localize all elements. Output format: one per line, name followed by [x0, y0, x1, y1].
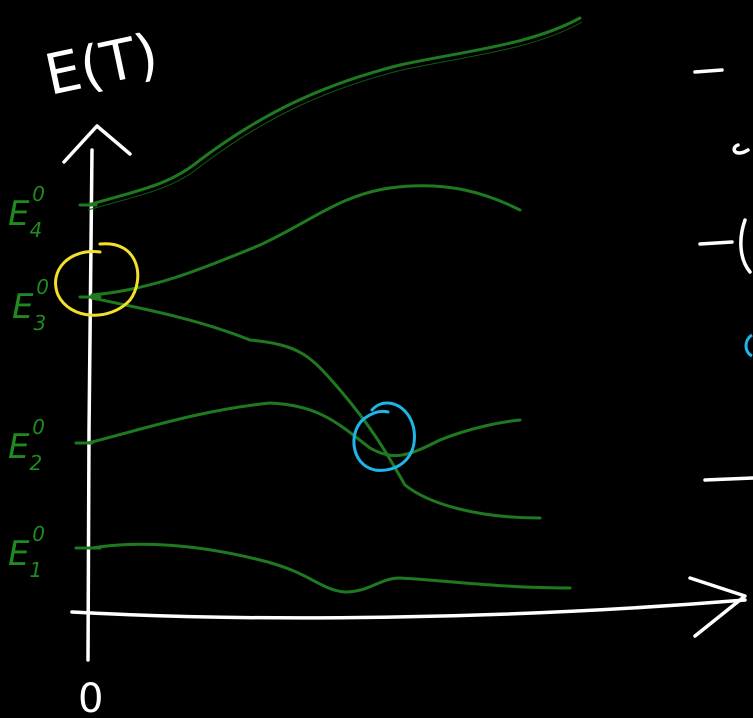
label-part: 0 [32, 415, 45, 439]
level-label: E4 0 [8, 182, 45, 242]
x-axis [70, 598, 747, 620]
level-label: E3 0 [12, 275, 49, 335]
mark [744, 333, 753, 358]
curve [86, 16, 582, 207]
mark [739, 218, 752, 274]
label-part: 0 [36, 275, 49, 299]
label-part: 2 [29, 451, 42, 475]
y-axis-arrow [62, 124, 132, 164]
label-part: 0 [32, 182, 45, 206]
label-part: 3 [33, 311, 46, 335]
curve [90, 184, 522, 297]
mark [698, 240, 734, 246]
mark [703, 476, 753, 482]
curve [90, 296, 542, 520]
tick [74, 203, 102, 550]
origin-label: 0 [78, 676, 103, 718]
label-part: E [8, 534, 30, 574]
x-axis-arrow [688, 576, 747, 638]
highlight-circle [352, 401, 416, 472]
highlight-circle [54, 242, 140, 317]
label-part: 4 [29, 218, 42, 242]
label-part: 1 [29, 558, 42, 582]
y-axis [86, 148, 94, 662]
label-part: E [12, 287, 34, 327]
mark [693, 68, 724, 74]
label-part: 0 [32, 522, 45, 546]
label-part: E [8, 427, 30, 467]
energy-curves [74, 16, 583, 594]
level-label: E2 0 [8, 415, 45, 475]
curve [87, 21, 583, 211]
level-label: E1 0 [8, 522, 45, 582]
mark [732, 143, 750, 155]
curve [90, 542, 572, 594]
label-part: E [8, 194, 30, 234]
